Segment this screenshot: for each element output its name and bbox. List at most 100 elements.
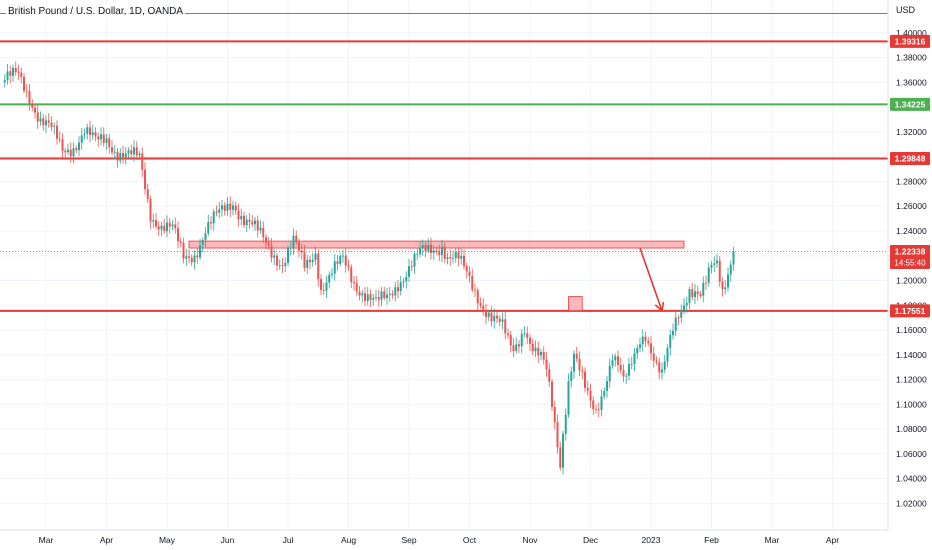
candle-body: [284, 262, 287, 266]
candle-body: [130, 150, 133, 155]
candle-body: [138, 153, 141, 156]
candle-body: [386, 294, 388, 299]
candle-body: [636, 347, 639, 354]
candle-body: [179, 241, 182, 243]
candle-body: [534, 347, 537, 352]
candle-body: [716, 260, 718, 264]
candle-body: [199, 245, 201, 258]
candle-body: [507, 333, 509, 336]
candle-body: [61, 139, 64, 151]
candle-body: [331, 273, 333, 275]
candle-body: [542, 351, 545, 360]
candle-body: [50, 122, 53, 127]
candle-body: [523, 333, 526, 335]
candle-body: [105, 138, 108, 143]
time-tick-label: Sep: [401, 535, 416, 545]
candle-body: [652, 353, 655, 361]
candle-body: [204, 233, 207, 241]
time-tick-label: Apr: [100, 535, 113, 545]
projection-arrow-line: [639, 247, 663, 312]
candle-body: [108, 138, 111, 148]
price-axis[interactable]: 1.400001.380001.360001.340001.320001.300…: [896, 28, 927, 509]
candle-body: [193, 255, 196, 263]
candle-body: [100, 134, 102, 140]
price-tick-label: 1.24000: [896, 226, 927, 236]
candle-body: [287, 248, 289, 263]
candle-body: [369, 294, 372, 300]
candle-body: [86, 127, 89, 135]
candle-body: [39, 118, 42, 122]
candle-body: [614, 356, 617, 361]
candle-body: [617, 356, 619, 366]
candle-body: [322, 289, 325, 291]
annotations: [639, 247, 665, 313]
candle-body: [691, 289, 694, 298]
candle-body: [504, 319, 507, 334]
candle-body: [567, 381, 570, 415]
candle-body: [28, 91, 31, 104]
candle-body: [600, 396, 603, 411]
candle-body: [361, 293, 364, 296]
candle-body: [419, 248, 421, 254]
price-tick-label: 1.14000: [896, 350, 927, 360]
candle-body: [432, 250, 435, 253]
candle-body: [650, 343, 652, 354]
candle-body: [212, 211, 215, 224]
candle-body: [397, 287, 399, 292]
candle-body: [721, 281, 724, 290]
candle-body: [672, 330, 674, 336]
candle-body: [17, 72, 20, 73]
candle-body: [674, 317, 677, 331]
candle-body: [309, 259, 311, 263]
candle-body: [529, 337, 531, 344]
candle-body: [303, 252, 306, 268]
candle-body: [685, 302, 688, 306]
candle-body: [724, 287, 727, 290]
candle-body: [454, 252, 457, 259]
level-price-badge: [890, 34, 930, 48]
candle-body: [67, 149, 69, 153]
level-price-badge: [890, 304, 930, 318]
candle-body: [694, 291, 696, 298]
candle-body: [625, 375, 628, 377]
price-tick-label: 1.04000: [896, 474, 927, 484]
candle-body: [141, 153, 144, 170]
candle-body: [23, 76, 25, 91]
candle-body: [69, 149, 72, 157]
candle-body: [556, 422, 559, 448]
candle-body: [127, 150, 130, 154]
candle-body: [551, 381, 553, 407]
candle-body: [641, 336, 644, 345]
candle-body: [413, 253, 416, 267]
candle-body: [289, 247, 292, 249]
candle-body: [168, 222, 171, 227]
time-axis[interactable]: Mar Apr May Jun Jul Aug Sep Oct Nov Dec 2023 Feb Mar…: [39, 535, 840, 545]
candle-body: [531, 343, 534, 352]
candle-body: [661, 369, 663, 373]
candle-body: [578, 358, 581, 371]
candle-body: [573, 353, 575, 372]
candle-body: [182, 242, 185, 259]
candle-body: [234, 205, 237, 211]
candle-body: [20, 72, 23, 77]
candle-body: [465, 266, 468, 272]
candle-body: [402, 281, 405, 283]
candle-body: [116, 151, 119, 161]
time-tick-label: Dec: [583, 535, 599, 545]
candle-body: [298, 242, 300, 251]
candle-body: [344, 255, 347, 266]
candle-body: [149, 198, 152, 222]
candle-body: [34, 107, 36, 113]
candle-body: [229, 203, 232, 210]
candle-body: [364, 293, 366, 302]
candle-body: [474, 289, 476, 291]
price-badges: 1.39316 1.34225 1.29848 1.17551 1.22338 14:55…: [890, 34, 930, 318]
candle-body: [342, 255, 344, 257]
candle-body: [177, 228, 179, 242]
currency-label: USD: [896, 5, 916, 15]
candle-body: [394, 287, 397, 296]
candle-body: [295, 235, 298, 243]
candle-body: [248, 219, 251, 222]
time-tick-label: Mar: [765, 535, 780, 545]
